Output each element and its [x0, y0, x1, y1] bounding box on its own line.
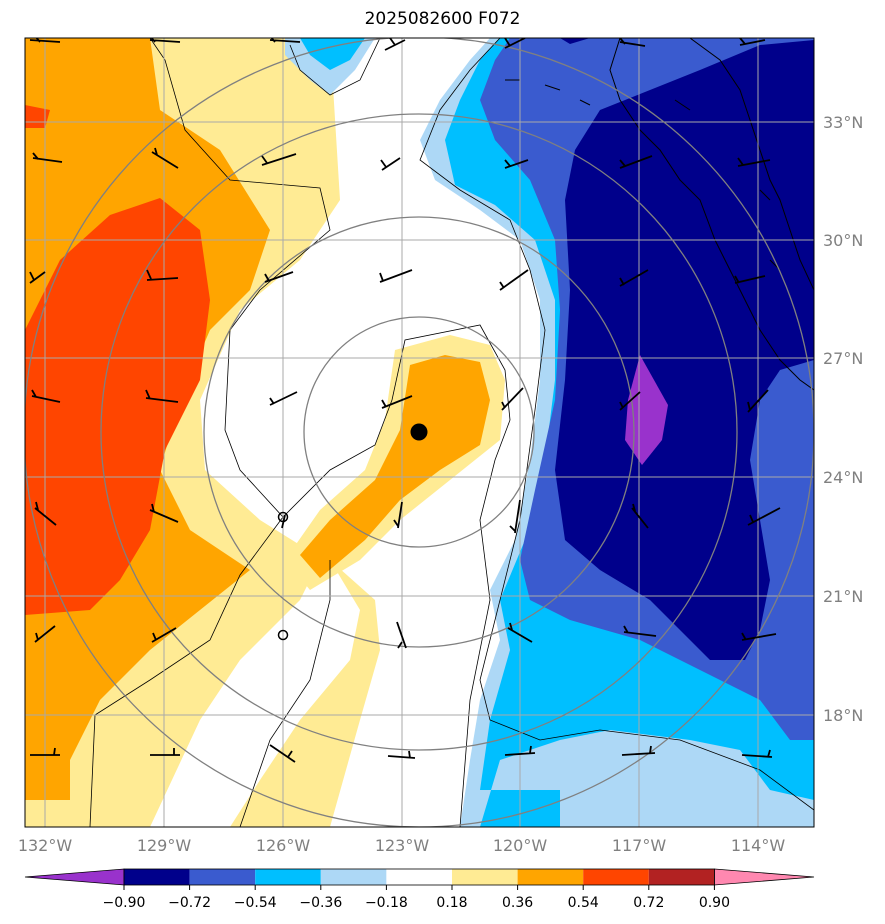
contour-fill-neg-0.72-main [555, 40, 814, 660]
colorbar-tick-label: −0.90 [103, 895, 146, 911]
map-frame [24, 37, 815, 828]
colorbar-tick-label: 0.72 [633, 895, 664, 911]
lat-tick-label: 21°N [823, 587, 863, 606]
colorbar-segment [189, 869, 256, 885]
colorbar-tick-label: 0.90 [699, 895, 730, 911]
colorbar-extend-low [24, 868, 125, 886]
lat-tick-label: 30°N [823, 231, 863, 250]
contour-lines [89, 38, 814, 827]
track-point-marker [277, 511, 289, 523]
colorbar-segment [320, 869, 387, 885]
contour-fill-neg-0.72 [560, 38, 590, 44]
colorbar-tick-label: −0.54 [234, 895, 277, 911]
colorbar-extend-high [714, 868, 815, 886]
lat-tick-label: 24°N [823, 468, 863, 487]
colorbar-tick-label: 0.18 [436, 895, 467, 911]
lon-tick-label: 120°W [493, 836, 548, 855]
lon-tick-label: 126°W [256, 836, 311, 855]
lon-tick-label: 117°W [612, 836, 667, 855]
lon-tick-label: 123°W [375, 836, 430, 855]
gridlines [25, 38, 814, 827]
map-plot-area [25, 38, 814, 827]
colorbar-tick-label: −0.36 [299, 895, 342, 911]
colorbar-segment [452, 869, 518, 885]
colorbar-segment [124, 869, 190, 885]
colorbar-tick-label: 0.36 [502, 895, 533, 911]
colorbar-tick-label: −0.72 [168, 895, 211, 911]
lat-tick-label: 18°N [823, 706, 863, 725]
lon-tick-label: 132°W [18, 836, 73, 855]
lat-tick-label: 33°N [823, 113, 863, 132]
colorbar-segment [517, 869, 584, 885]
colorbar-tick-label: 0.54 [568, 895, 599, 911]
colorbar-segment [583, 869, 649, 885]
colorbar: −0.90 −0.72 −0.54 −0.36 −0.18 0.18 0.36 … [24, 868, 815, 911]
colorbar-segment [255, 869, 321, 885]
lon-tick-labels: 132°W 129°W 126°W 123°W 120°W 117°W 114°… [18, 836, 786, 855]
contour-fill-neg-0.90 [625, 355, 668, 465]
lat-tick-label: 27°N [823, 349, 863, 368]
coastline [505, 38, 814, 391]
wind-barbs [29, 38, 781, 763]
map-title: 2025082600 F072 [364, 9, 521, 29]
contour-fill-neg-0.36-top [300, 38, 365, 70]
track-point-marker [277, 629, 289, 641]
colorbar-segment [648, 869, 715, 885]
storm-center-marker [410, 423, 428, 441]
lon-tick-label: 114°W [731, 836, 786, 855]
lat-tick-labels: 33°N 30°N 27°N 24°N 21°N 18°N [823, 113, 863, 725]
contour-fill-0.18-tail [230, 560, 380, 827]
lon-tick-label: 129°W [137, 836, 192, 855]
colorbar-tick-label: −0.18 [365, 895, 408, 911]
range-rings [25, 38, 814, 827]
colorbar-segment [386, 869, 452, 885]
